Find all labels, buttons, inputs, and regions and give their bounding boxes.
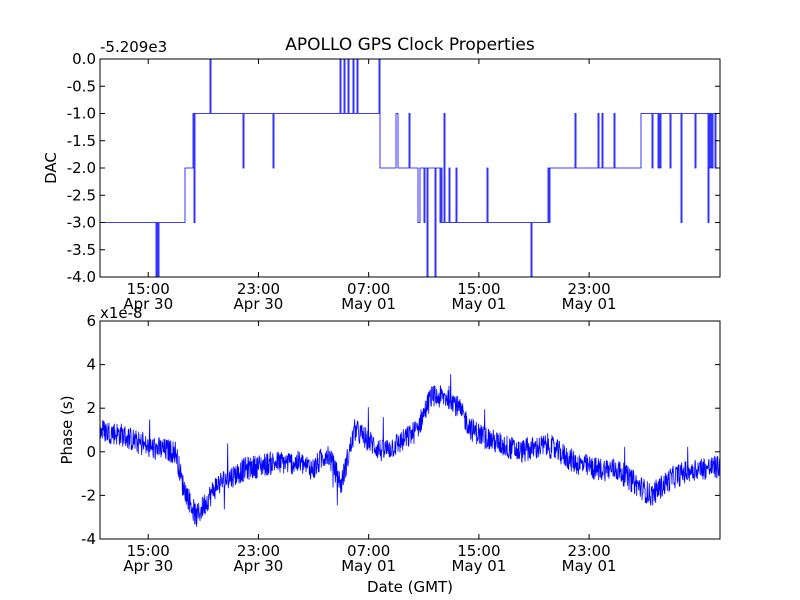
dac-ytick-label: -2.5: [67, 186, 96, 204]
phase-ytick-label: 0: [86, 443, 96, 461]
phase-xlabel: Date (GMT): [367, 578, 453, 596]
dac-ytick-label: 0.0: [72, 50, 96, 68]
dac-ytick-label: -4.0: [67, 268, 96, 286]
dac-ytick-label: -1.5: [67, 132, 96, 150]
phase-xtick-date-label: Apr 30: [123, 557, 173, 575]
phase-ytick-label: -4: [81, 530, 96, 548]
dac-series-group: [100, 58, 721, 278]
dac-ytick-label: -0.5: [67, 77, 96, 95]
chart-title: APOLLO GPS Clock Properties: [285, 35, 535, 55]
dac-xtick-time-label: 15:00: [457, 280, 500, 298]
phase-ylabel: Phase (s): [58, 395, 76, 464]
dac-ylabel: DAC: [42, 152, 60, 184]
dac-plot: -5.209e3 DAC 0.0 -0.5 -1.0 -1.5 -2.0 -2.5 -3.0…: [42, 38, 721, 313]
dac-xtick-time-label: 23:00: [567, 280, 610, 298]
phase-ytick-label: 6: [86, 312, 96, 330]
dac-xtick-date-label: Apr 30: [123, 295, 173, 313]
phase-ytick-label: 2: [86, 399, 96, 417]
dac-xtick-date-label: May 01: [451, 295, 506, 313]
phase-xtick-time-label: 23:00: [237, 542, 280, 560]
dac-xtick-date-label: May 01: [562, 295, 617, 313]
dac-axes-group: 0.0 -0.5 -1.0 -1.5 -2.0 -2.5 -3.0 -3.5 -4.0 15:00…: [67, 50, 720, 313]
dac-plot-frame: [99, 58, 721, 278]
phase-xtick-date-label: Apr 30: [234, 557, 284, 575]
dac-xtick-time-label: 07:00: [347, 280, 390, 298]
dac-series-line: [100, 58, 721, 278]
dac-xtick-time-label: 15:00: [127, 280, 170, 298]
dac-offset-label: -5.209e3: [100, 38, 167, 56]
phase-xtick-date-label: May 01: [451, 557, 506, 575]
phase-xtick-time-label: 15:00: [457, 542, 500, 560]
phase-xtick-time-label: 07:00: [347, 542, 390, 560]
phase-xtick-date-label: May 01: [341, 557, 396, 575]
phase-plot-frame: [99, 320, 721, 540]
dac-ytick-label: -1.0: [67, 105, 96, 123]
dac-xtick-date-label: May 01: [341, 295, 396, 313]
dac-ytick-label: -3.0: [67, 214, 96, 232]
phase-offset-label: x1e-8: [100, 304, 143, 322]
dac-ytick-label: -2.0: [67, 159, 96, 177]
phase-ytick-label: -2: [81, 486, 96, 504]
phase-ytick-label: 4: [86, 356, 96, 374]
phase-xtick-time-label: 23:00: [567, 542, 610, 560]
dac-xtick-date-label: Apr 30: [234, 295, 284, 313]
phase-xtick-time-label: 15:00: [127, 542, 170, 560]
phase-series-group: [99, 374, 721, 527]
phase-series-line: [99, 374, 721, 527]
phase-xtick-date-label: May 01: [562, 557, 617, 575]
dac-ytick-label: -3.5: [67, 241, 96, 259]
dac-xtick-time-label: 23:00: [237, 280, 280, 298]
